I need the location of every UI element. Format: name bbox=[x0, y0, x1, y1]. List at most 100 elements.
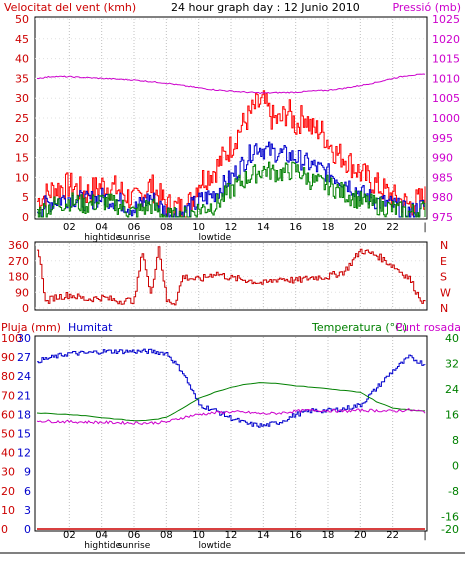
pressure-y-tick-label: 995 bbox=[432, 132, 453, 145]
rain-y-tick-label: 20 bbox=[1, 485, 15, 498]
rain-y-tick-label: 60 bbox=[1, 408, 15, 421]
wind-x-tick-label: 04 bbox=[95, 222, 108, 233]
temperature-y-tick-label: 8 bbox=[452, 434, 459, 447]
wind-y-tick-label: 30 bbox=[15, 92, 29, 105]
humidity-y-tick-label: 27 bbox=[17, 351, 31, 364]
compass-label: W bbox=[440, 286, 451, 299]
temperature-y-tick-label: 16 bbox=[445, 408, 459, 421]
humidity-x-tick-label: 10 bbox=[192, 530, 205, 541]
rain-y-tick-label: 70 bbox=[1, 389, 15, 402]
pressure-y-tick-label: 990 bbox=[432, 152, 453, 165]
wind-y-tick-label: 35 bbox=[15, 72, 29, 85]
direction-y-tick-label: 0 bbox=[22, 302, 29, 315]
pressure-y-tick-label: 1015 bbox=[432, 53, 460, 66]
wind-y-tick-label: 5 bbox=[22, 191, 29, 204]
wind-y-tick-label: 0 bbox=[22, 211, 29, 224]
temperature-y-tick-label: 24 bbox=[445, 383, 459, 396]
direction-y-tick-label: 90 bbox=[15, 286, 29, 299]
temperature-y-tick-label: -20 bbox=[441, 523, 459, 536]
wind-y-tick-label: 15 bbox=[15, 152, 29, 165]
wind-y-tick-label: 20 bbox=[15, 132, 29, 145]
humidity-x-tick-label: 04 bbox=[95, 530, 108, 541]
pressure-series-line bbox=[36, 73, 426, 95]
humidity-x-end-marker: | bbox=[423, 530, 426, 541]
wind-y-tick-label: 40 bbox=[15, 53, 29, 66]
humidity-x-tick-label: 12 bbox=[225, 530, 238, 541]
wind-x-tick-label: 10 bbox=[192, 222, 205, 233]
humidity-x-tick-label: 06 bbox=[128, 530, 141, 541]
compass-label: N bbox=[440, 302, 448, 315]
humidity-x-tick-label: 18 bbox=[322, 530, 335, 541]
temperature-y-tick-label: 0 bbox=[452, 459, 459, 472]
wind-x-tick-label: 14 bbox=[257, 222, 270, 233]
humidity-panel-frame bbox=[34, 335, 428, 532]
temperature-series-line bbox=[36, 382, 426, 422]
rain-y-tick-label: 40 bbox=[1, 447, 15, 460]
wind-x-tick-label: 16 bbox=[289, 222, 302, 233]
pressure-y-tick-label: 1005 bbox=[432, 92, 460, 105]
rain-y-tick-label: 10 bbox=[1, 504, 15, 517]
pressure-y-tick-label: 985 bbox=[432, 171, 453, 184]
wind-axis-label: Velocitat del vent (kmh) bbox=[4, 1, 136, 14]
wind-x-tick-label: 08 bbox=[160, 222, 173, 233]
humidity-series-label: Humitat bbox=[68, 321, 113, 334]
humidity-y-tick-label: 18 bbox=[17, 408, 31, 421]
temperature-y-tick-label: 32 bbox=[445, 357, 459, 370]
direction-series-line bbox=[37, 246, 426, 306]
compass-label: N bbox=[440, 239, 448, 252]
chart-title: 24 hour graph day : 12 Junio 2010 bbox=[171, 1, 360, 14]
humidity-y-tick-label: 12 bbox=[17, 447, 31, 460]
humidity-x-tick-label: 08 bbox=[160, 530, 173, 541]
humidity-x-tick-label: 02 bbox=[63, 530, 76, 541]
hightide-annotation-bottom: hightide bbox=[84, 541, 121, 551]
humidity-x-tick-label: 16 bbox=[289, 530, 302, 541]
wind-x-tick-label: 20 bbox=[354, 222, 367, 233]
compass-label: S bbox=[440, 271, 447, 284]
wind-x-tick-label: 06 bbox=[128, 222, 141, 233]
temperature-y-tick-label: -8 bbox=[448, 485, 459, 498]
pressure-y-tick-label: 1020 bbox=[432, 33, 460, 46]
wind-y-tick-label: 10 bbox=[15, 171, 29, 184]
pressure-y-tick-label: 980 bbox=[432, 191, 453, 204]
humidity-y-tick-label: 0 bbox=[24, 523, 31, 536]
humidity-y-tick-label: 24 bbox=[17, 370, 31, 383]
direction-y-tick-label: 180 bbox=[8, 271, 29, 284]
hightide-annotation: hightide bbox=[84, 233, 121, 243]
humidity-y-tick-label: 30 bbox=[17, 332, 31, 345]
wind-x-tick-label: 12 bbox=[225, 222, 238, 233]
humidity-x-tick-label: 22 bbox=[386, 530, 399, 541]
temperature-axis-label: Temperatura (°C) bbox=[311, 321, 407, 334]
pressure-y-tick-label: 1010 bbox=[432, 72, 460, 85]
dewpoint-series-label: Punt rosada bbox=[396, 321, 461, 334]
pressure-y-tick-label: 975 bbox=[432, 211, 453, 224]
wind-y-tick-label: 50 bbox=[15, 13, 29, 26]
wind-x-tick-label: 02 bbox=[63, 222, 76, 233]
wind-series-line bbox=[37, 90, 426, 218]
lowtide-annotation-bottom: lowtide bbox=[199, 541, 232, 551]
direction-y-tick-label: 270 bbox=[8, 255, 29, 268]
wind-series-line bbox=[37, 161, 426, 218]
rain-axis-label: Pluja (mm) bbox=[1, 321, 61, 334]
pressure-axis-label: Pressió (mb) bbox=[392, 1, 461, 14]
wind-x-tick-label: 22 bbox=[386, 222, 399, 233]
sunrise-annotation: sunrise bbox=[118, 233, 151, 243]
lowtide-annotation: lowtide bbox=[199, 233, 232, 243]
wind-y-tick-label: 25 bbox=[15, 112, 29, 125]
compass-label: E bbox=[440, 255, 447, 268]
rain-y-tick-label: 100 bbox=[1, 332, 22, 345]
humidity-x-tick-label: 20 bbox=[354, 530, 367, 541]
dewpoint-series-line bbox=[36, 407, 426, 425]
humidity-y-tick-label: 6 bbox=[24, 485, 31, 498]
sunrise-annotation-bottom: sunrise bbox=[118, 541, 151, 551]
humidity-x-tick-label: 14 bbox=[257, 530, 270, 541]
wind-x-end-marker: | bbox=[423, 222, 426, 233]
humidity-series-line bbox=[37, 348, 426, 428]
rain-y-tick-label: 90 bbox=[1, 351, 15, 364]
wind-y-tick-label: 45 bbox=[15, 33, 29, 46]
rain-y-tick-label: 80 bbox=[1, 370, 15, 383]
wind-x-tick-label: 18 bbox=[322, 222, 335, 233]
rain-y-tick-label: 30 bbox=[1, 466, 15, 479]
